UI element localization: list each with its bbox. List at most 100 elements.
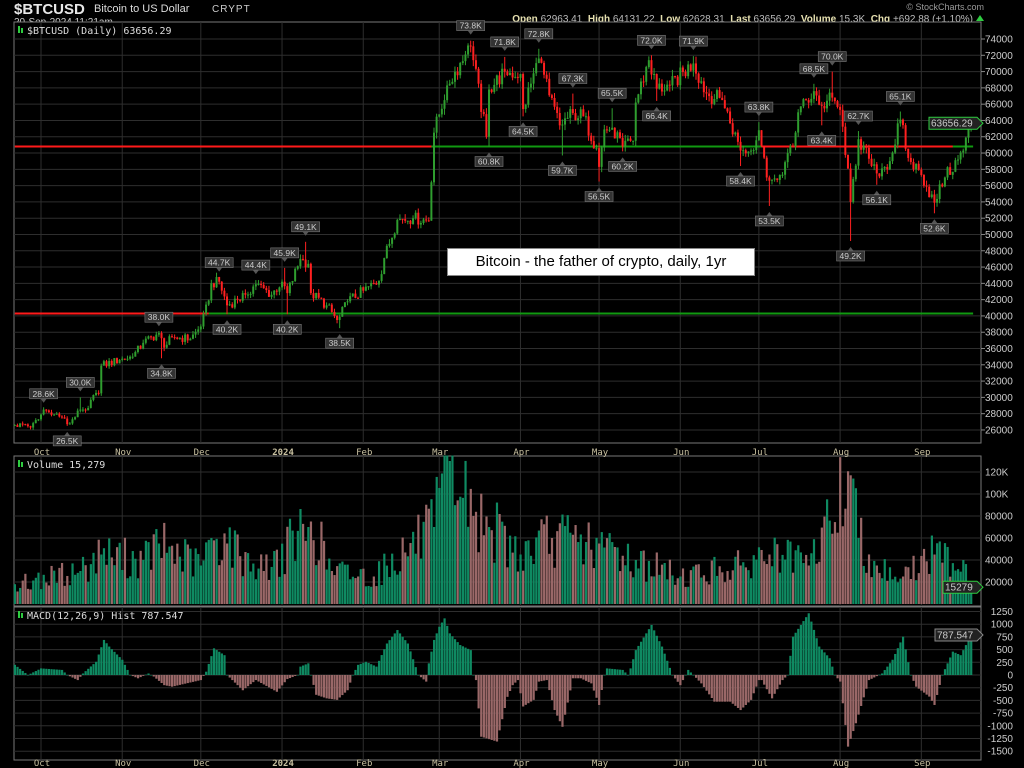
macd-histogram-bar [925,675,928,695]
volume-bar [888,567,892,604]
candle [888,157,891,171]
candle [113,357,116,367]
macd-histogram-bar [257,675,260,682]
price-tick-label: 52000 [985,214,1013,225]
macd-histogram-bar [946,663,949,675]
peak-pointer-icon [284,320,291,325]
candle [778,174,781,185]
candle [13,424,16,427]
macd-histogram-bar [322,675,326,698]
macd-histogram-bar [794,632,797,675]
volume-bar [765,564,768,604]
peak-pointer-icon [281,257,288,262]
candle-body [286,286,289,294]
candle-body [818,95,821,105]
candle-body [362,287,365,291]
macd-histogram-bar [79,675,82,677]
macd-histogram-bar [755,675,758,687]
candle [84,408,87,413]
candle-body [731,123,734,135]
volume-bar [776,544,779,604]
macd-histogram-bar [134,675,137,678]
volume-bar [734,556,737,604]
macd-histogram-bar [212,648,216,675]
peak-label-box [817,51,847,62]
volume-bar [668,559,671,604]
candle [860,136,863,155]
candle [186,333,189,344]
candle [920,167,923,177]
candle-body [815,91,818,96]
peak-label: 64.5K [508,122,538,137]
volume-bar [260,554,263,604]
peak-label-box [886,91,915,102]
macd-histogram-bar [100,647,103,675]
macd-histogram-bar [205,671,208,675]
macd-histogram-bar [55,669,58,675]
volume-bar [440,473,444,604]
candle-body [42,409,45,415]
volume-tick-label: 100K [985,490,1009,501]
macd-histogram-bar [553,675,556,711]
candle [768,175,771,206]
candle [79,397,82,413]
peak-pointer-icon [847,246,854,251]
macd-histogram-bar [891,659,894,675]
candle-body [561,124,564,126]
candle [938,180,941,204]
candle-body [619,132,622,138]
candle [697,72,700,89]
candle [676,74,679,87]
peak-pointer-icon [690,46,697,51]
price-panel-title: $BTCUSD (Daily) 63656.29 [27,26,172,37]
candle-body [438,114,441,117]
candle-body [202,313,205,327]
candle-body [909,157,912,162]
volume-bar [375,586,378,604]
peak-label: 70.0K [817,51,847,66]
candle-body [165,344,168,348]
candle [357,296,360,299]
macd-histogram-bar [393,633,396,675]
macd-histogram-bar [163,675,166,686]
candle [587,110,590,141]
volume-label: Volume [800,14,837,25]
peak-label-text: 70.0K [821,52,844,62]
low-label: Low [660,14,681,25]
macd-histogram-bar [708,675,711,695]
candle-body [372,283,375,285]
peak-label-text: 65.1K [889,91,912,101]
volume-bar [354,578,357,604]
peak-pointer-icon [336,334,343,339]
volume-bar [637,568,640,604]
volume-bar [511,552,514,604]
candle-body [435,116,438,133]
candle [951,171,954,180]
candle-body [556,106,559,114]
macd-histogram-bar [19,668,22,675]
candle-body [558,113,561,126]
macd-histogram-bar [508,675,512,692]
volume-bar [262,571,265,604]
volume-bar [577,542,580,604]
macd-tick-label: 750 [996,632,1013,643]
candle-body [645,67,648,82]
volume-bar [92,552,95,604]
macd-histogram-bar [566,675,569,703]
candle [482,109,485,117]
candle [354,289,357,299]
macd-histogram-bar [697,675,700,681]
candle [453,66,456,88]
macd-histogram-bar [660,646,664,675]
peak-label: 45.9K [270,247,299,262]
candle-body [469,45,472,47]
x-tick-label: Dec [194,448,210,458]
candle-body [553,97,556,107]
volume-bar [377,561,381,604]
peak-label-text: 64.5K [512,126,535,136]
volume-bar [789,541,792,604]
candle [189,337,192,341]
macd-histogram-bar [605,668,609,675]
volume-bar [799,552,802,604]
candle [440,104,443,118]
